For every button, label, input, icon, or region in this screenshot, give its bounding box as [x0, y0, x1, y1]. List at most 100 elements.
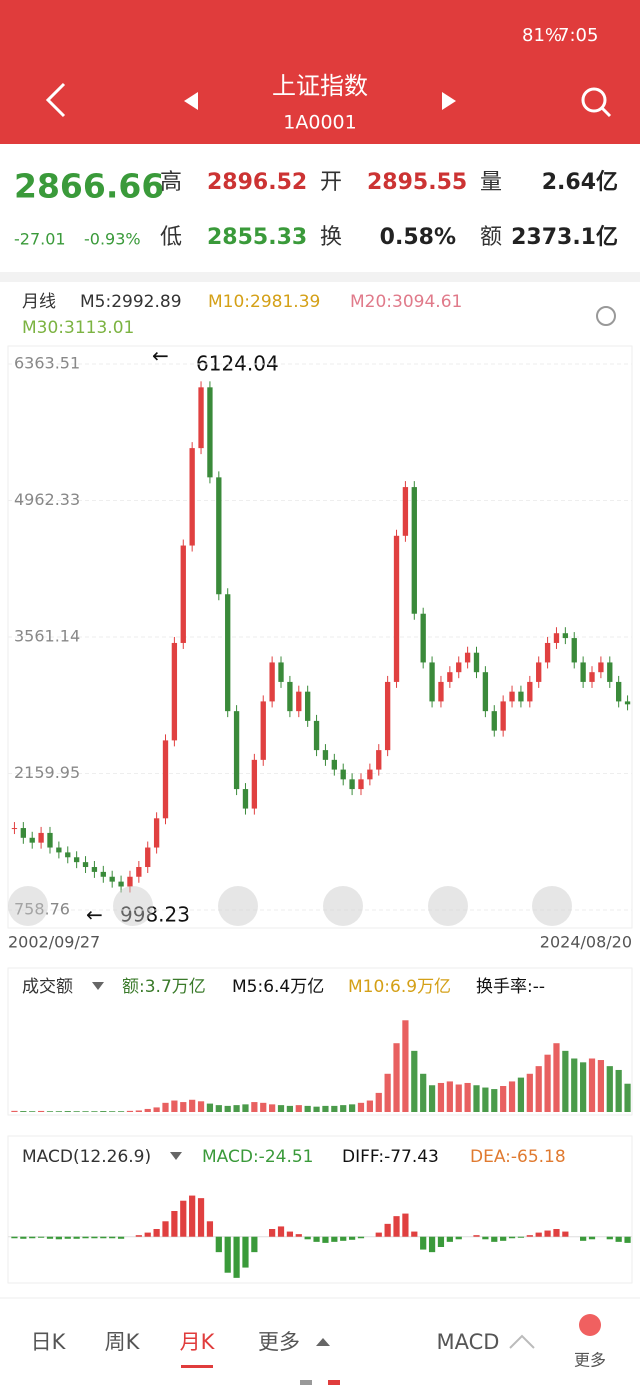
macd-bar [144, 1232, 151, 1237]
search-button[interactable] [581, 87, 607, 113]
macd-bar [384, 1223, 391, 1237]
macd-bar [455, 1236, 462, 1240]
candle [198, 387, 204, 449]
settings[interactable] [596, 306, 616, 326]
more-icon[interactable] [579, 1314, 601, 1336]
macd-bar [535, 1232, 542, 1237]
low-annotation: 998.23 [120, 903, 190, 927]
tab[interactable]: 日K [31, 1330, 67, 1354]
candle [29, 837, 35, 843]
candle [180, 545, 186, 643]
candle [145, 847, 151, 868]
candle [189, 448, 195, 546]
high-annotation: 6124.04 [196, 352, 279, 376]
macd-bar [82, 1236, 89, 1239]
volume-bar [348, 1104, 356, 1112]
volume-bar [331, 1105, 338, 1112]
volume-bar [571, 1058, 578, 1112]
candle [349, 779, 355, 790]
back-button[interactable] [45, 82, 66, 118]
candle [473, 652, 480, 673]
tab[interactable]: 月K [180, 1330, 216, 1354]
tab[interactable]: 更多 [258, 1330, 300, 1354]
page-dot [328, 1380, 340, 1385]
candle [367, 769, 373, 780]
candle [607, 662, 613, 682]
m5: M5:2992.89 [80, 292, 182, 312]
prev-button[interactable] [184, 92, 198, 110]
macd-bar [233, 1236, 240, 1278]
macd-bar [428, 1236, 436, 1253]
volume-bar [473, 1085, 480, 1112]
volume-bar [411, 1050, 418, 1112]
volume-bar [215, 1105, 222, 1112]
candle [287, 681, 293, 712]
volume-bar [82, 1111, 89, 1112]
macd-bar [29, 1236, 36, 1239]
change: -27.01 [14, 230, 66, 249]
next-button[interactable] [442, 92, 456, 110]
volume-bar [224, 1105, 231, 1112]
candle [233, 711, 240, 790]
volume-bar [544, 1054, 551, 1112]
candle [260, 701, 266, 760]
macd-frame [7, 1135, 633, 1284]
y-tick-label: 6363.51 [14, 354, 80, 373]
candle [429, 662, 435, 702]
chart-control[interactable] [428, 886, 468, 926]
volume-bar [553, 1043, 560, 1112]
volume-bar [126, 1110, 134, 1112]
chart-control[interactable] [8, 886, 48, 926]
macd-bar [100, 1236, 107, 1239]
candle [580, 662, 586, 682]
top-bar [0, 0, 640, 144]
separator [0, 272, 640, 282]
volume-bar [624, 1083, 631, 1112]
volume-bar [189, 1099, 196, 1112]
chart-control[interactable] [532, 886, 572, 926]
macd-bar [215, 1236, 222, 1253]
volume-bar [615, 1069, 622, 1112]
volume-bar [393, 1043, 400, 1112]
volume-bar [588, 1058, 596, 1112]
volume-bar [428, 1085, 436, 1112]
macd-bar [322, 1236, 329, 1243]
candle [82, 862, 89, 868]
volume-bar [491, 1089, 498, 1112]
candle [136, 867, 142, 877]
volume-bar [91, 1111, 98, 1112]
tab[interactable]: MACD [437, 1330, 500, 1354]
chart-control[interactable] [323, 886, 363, 926]
chart-control[interactable] [113, 886, 153, 926]
macd-bar [375, 1232, 382, 1237]
tab[interactable]: 周K [105, 1330, 141, 1354]
macd-bar [526, 1235, 533, 1237]
chart-control[interactable] [218, 886, 258, 926]
volume-bar [162, 1102, 169, 1112]
macd-bar [357, 1236, 365, 1239]
candle [38, 832, 44, 843]
tab[interactable]: 更多 [574, 1351, 606, 1370]
code: 1A0001 [283, 112, 356, 134]
candle [491, 711, 497, 731]
macd-bar [180, 1200, 187, 1237]
macd-bar [242, 1236, 249, 1268]
price: 2866.66 [14, 167, 164, 206]
candle [47, 832, 53, 848]
dropdown[interactable] [170, 1152, 182, 1160]
candle [438, 681, 444, 702]
end-date: 2024/08/20 [540, 933, 632, 952]
volume-m10: M10:6.9万亿 [348, 977, 451, 997]
candle [207, 387, 213, 478]
candle [358, 779, 364, 790]
quote-value: 2.64亿 [542, 170, 618, 195]
candle [322, 750, 329, 760]
candle [127, 876, 133, 887]
arrow: ← [152, 344, 169, 368]
tab-underline [181, 1365, 213, 1368]
candle [225, 594, 231, 712]
candle [11, 828, 18, 830]
macd-bar [517, 1236, 525, 1238]
dropdown[interactable] [92, 982, 104, 990]
